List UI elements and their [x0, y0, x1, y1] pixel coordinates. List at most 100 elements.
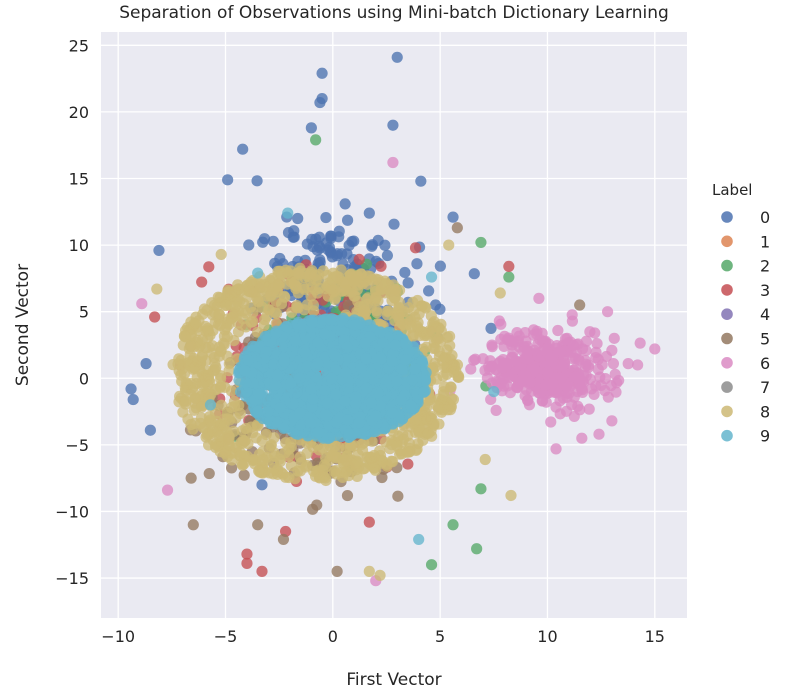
data-point [257, 445, 269, 458]
data-point [274, 402, 286, 414]
data-point [181, 378, 193, 390]
data-point [365, 397, 377, 409]
data-point [445, 360, 457, 372]
data-point [356, 444, 369, 456]
y-tick-label: 20 [69, 103, 89, 122]
data-point [252, 519, 264, 531]
data-point [545, 416, 557, 428]
data-point [243, 239, 255, 251]
legend-label: 9 [760, 427, 770, 446]
data-point [365, 451, 377, 463]
data-point [144, 424, 156, 436]
data-point [521, 348, 533, 360]
data-point [409, 242, 422, 254]
legend-label: 0 [760, 208, 770, 227]
data-point [411, 294, 424, 307]
data-point [310, 134, 322, 146]
data-point [305, 122, 317, 134]
data-point [533, 292, 545, 304]
data-point [425, 271, 438, 283]
data-point [228, 286, 240, 299]
data-point [329, 293, 341, 306]
data-point [395, 394, 408, 406]
data-point [269, 379, 281, 391]
data-point [413, 533, 425, 546]
legend-marker [721, 429, 733, 442]
data-point [300, 461, 312, 473]
data-point [316, 67, 328, 79]
data-point [252, 388, 265, 400]
data-point [573, 354, 585, 366]
data-point [359, 337, 371, 349]
data-point [372, 295, 384, 307]
data-point [423, 285, 435, 297]
data-point [245, 276, 257, 288]
data-point [371, 305, 383, 317]
data-point [583, 403, 595, 415]
data-point [438, 381, 450, 393]
data-point [238, 469, 250, 481]
data-point [212, 291, 224, 303]
data-point [319, 384, 331, 397]
data-point [136, 298, 148, 310]
data-point [236, 425, 249, 437]
tick-labels: −10 −5 0 5 10 15 −15 −10 −5 0 5 10 15 20 25 [55, 36, 665, 646]
data-point [271, 369, 283, 382]
data-point [447, 519, 459, 531]
data-point [339, 198, 351, 210]
data-point [194, 417, 207, 429]
data-point [351, 271, 363, 283]
data-point [376, 471, 388, 484]
legend-label: 1 [760, 232, 770, 251]
data-point [328, 465, 340, 478]
data-point [552, 324, 564, 337]
legend-marker [721, 357, 733, 369]
data-point [354, 318, 366, 330]
legend-marker [721, 332, 733, 345]
data-point [419, 375, 432, 387]
data-point [341, 214, 354, 226]
data-point [310, 361, 322, 373]
data-point [247, 340, 259, 352]
data-point [431, 400, 443, 412]
data-point [257, 454, 269, 466]
data-point [240, 377, 252, 389]
data-point [242, 354, 254, 366]
data-point [326, 251, 338, 263]
data-point [402, 277, 414, 289]
data-point [294, 407, 306, 419]
data-point [488, 385, 500, 398]
data-point [312, 336, 324, 349]
y-axis-label: Second Vector [13, 264, 33, 386]
data-point [341, 414, 354, 426]
data-point [353, 417, 365, 429]
data-point [348, 235, 360, 247]
data-point [213, 341, 225, 353]
data-point [218, 330, 230, 342]
data-point [501, 358, 513, 371]
data-point [222, 174, 234, 186]
data-point [475, 236, 487, 249]
y-tick-label: 0 [79, 369, 89, 388]
data-point [283, 443, 295, 455]
data-point [229, 300, 241, 312]
data-point [288, 231, 300, 243]
data-point [544, 351, 557, 364]
data-point [299, 346, 311, 359]
data-point [237, 143, 249, 155]
data-point [393, 301, 405, 313]
data-point [622, 358, 634, 370]
data-point [185, 472, 197, 484]
data-point [505, 489, 517, 502]
data-point [468, 268, 480, 280]
data-point [224, 414, 236, 426]
series-6 [136, 156, 661, 587]
legend-label: 6 [760, 354, 770, 373]
data-point [580, 344, 592, 357]
data-point [529, 363, 541, 376]
data-point [494, 287, 506, 299]
data-point [528, 329, 540, 341]
legend-label: 5 [760, 330, 770, 349]
data-point [337, 471, 349, 484]
data-point [634, 337, 646, 349]
